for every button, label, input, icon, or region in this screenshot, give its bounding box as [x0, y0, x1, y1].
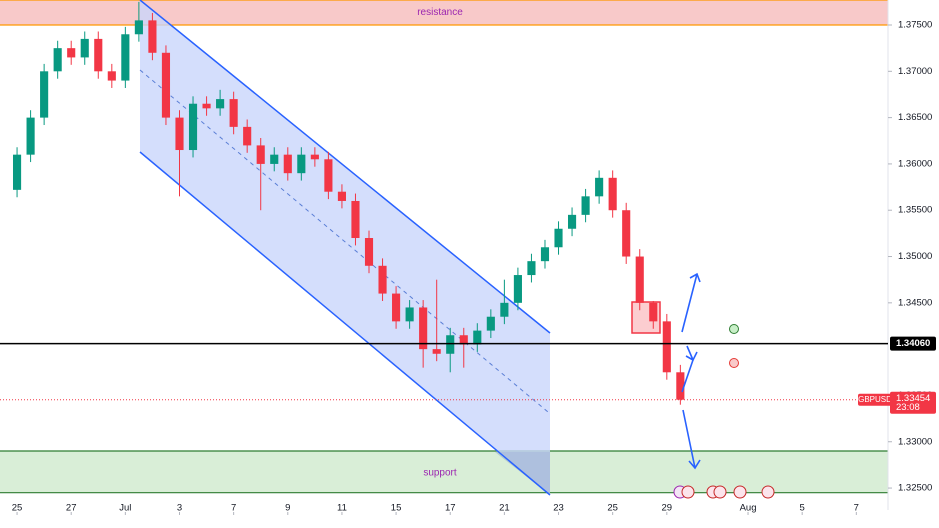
- candle-body: [378, 265, 387, 294]
- x-tick-label: 3: [177, 503, 182, 514]
- candle-body: [392, 293, 401, 322]
- candle-body: [527, 261, 536, 276]
- candle-body: [432, 349, 441, 354]
- candle-body: [134, 20, 143, 35]
- y-tick-label: 1.34500: [898, 297, 932, 308]
- y-tick-label: 1.36000: [898, 158, 932, 169]
- y-tick-label: 1.33000: [898, 436, 932, 447]
- highlight-box: [631, 301, 661, 334]
- y-tick-label: 1.35000: [898, 251, 932, 262]
- candle-body: [608, 177, 617, 211]
- candle-body: [337, 191, 346, 201]
- candle-body: [554, 228, 563, 248]
- y-tick-label: 1.36500: [898, 112, 932, 123]
- zone-label: resistance: [417, 7, 463, 18]
- candles: [12, 1, 685, 405]
- candle-body: [243, 126, 252, 146]
- candle-body: [94, 38, 103, 72]
- x-tick-label: 23: [553, 503, 564, 514]
- x-tick-label: 11: [337, 503, 347, 514]
- candle-body: [419, 307, 428, 350]
- green-marker: [729, 324, 739, 334]
- x-tick-label: Jul: [119, 503, 131, 514]
- axes: 1.325001.330001.335001.345001.350001.355…: [0, 20, 936, 515]
- candle-body: [622, 210, 631, 257]
- candle-body: [161, 52, 171, 118]
- candle-body: [459, 335, 468, 345]
- candle-body: [53, 48, 62, 72]
- channel-upper: [139, 0, 551, 334]
- x-tick-label: 7: [231, 503, 236, 514]
- x-tick-label: 25: [607, 503, 618, 514]
- candle-body: [67, 48, 76, 58]
- level-label: 1.34060: [896, 338, 930, 349]
- x-tick-label: 9: [285, 503, 290, 514]
- candle-body: [513, 275, 522, 303]
- x-tick-label: Aug: [740, 503, 757, 514]
- candle-body: [202, 103, 211, 109]
- x-tick-label: 27: [66, 503, 77, 514]
- candle-body: [216, 99, 225, 109]
- candle-body: [662, 321, 671, 373]
- symbol-label: GBPUSD: [858, 395, 892, 404]
- candle-body: [567, 214, 577, 229]
- candle-body: [486, 316, 495, 331]
- candle-body: [405, 307, 414, 322]
- symbol-tag: [858, 393, 892, 406]
- candle-body: [256, 145, 265, 164]
- candle-body: [595, 177, 604, 197]
- candle-body: [121, 34, 130, 81]
- y-tick-label: 1.37000: [898, 66, 932, 77]
- x-tick-label: 29: [662, 503, 673, 514]
- candle-body: [283, 154, 292, 174]
- event-icons: [673, 485, 775, 499]
- x-tick-label: 25: [12, 503, 23, 514]
- channel-mid: [139, 69, 549, 413]
- candle-body: [40, 71, 49, 118]
- candle-body: [635, 256, 644, 303]
- y-tick-label: 1.32500: [898, 483, 932, 494]
- x-tick-label: 15: [391, 503, 402, 514]
- level-tag: [890, 336, 936, 351]
- channel-fill: [140, 0, 550, 495]
- red-marker: [729, 358, 739, 368]
- candle-body: [473, 330, 482, 345]
- candle-body: [12, 154, 22, 190]
- candle-body: [500, 302, 509, 317]
- zone-label: support: [423, 467, 457, 478]
- candle-body: [229, 99, 238, 127]
- candle-body: [351, 200, 360, 239]
- candle-body: [297, 154, 306, 174]
- zones: resistance support: [0, 0, 888, 494]
- candle-body: [540, 247, 550, 262]
- candle-body: [175, 117, 184, 151]
- last-price-label: 1.33454: [896, 393, 930, 404]
- countdown: 23:08: [896, 402, 920, 413]
- candle-body: [364, 238, 374, 266]
- y-tick-label: 1.35500: [898, 205, 932, 216]
- channel-lower: [139, 151, 551, 496]
- candle-body: [446, 335, 455, 354]
- candle-body: [148, 20, 157, 53]
- x-tick-label: 5: [800, 503, 805, 514]
- candle-body: [26, 117, 35, 155]
- candle-body: [188, 103, 198, 151]
- x-tick-label: 17: [445, 503, 456, 514]
- candle-body: [649, 302, 658, 322]
- x-tick-label: 21: [499, 503, 510, 514]
- candle-body: [324, 159, 333, 192]
- candle-body: [310, 154, 319, 160]
- x-tick-label: 7: [854, 503, 859, 514]
- candle-body: [270, 154, 279, 164]
- last-price-tag: [890, 391, 936, 414]
- arrows: [681, 272, 701, 470]
- y-tick-label: 1.37500: [898, 20, 932, 31]
- candle-body: [581, 196, 590, 215]
- candle-body: [676, 372, 685, 400]
- candle-body: [107, 71, 116, 81]
- candle-body: [80, 38, 89, 58]
